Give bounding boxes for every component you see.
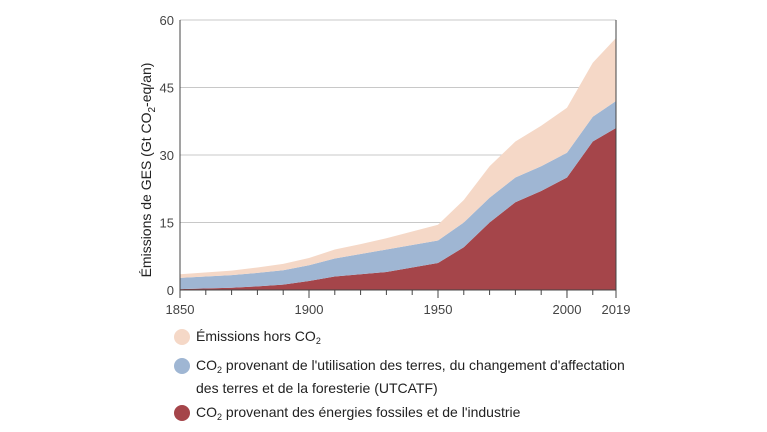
x-tick-label: 1850 (166, 302, 195, 317)
area-fossil (180, 128, 616, 290)
legend-label: CO2 provenant de l'utilisation des terre… (196, 357, 625, 396)
x-tick-label: 2019 (602, 302, 631, 317)
y-tick-label: 30 (160, 148, 174, 163)
y-tick-label: 0 (167, 283, 174, 298)
area-lulucf (180, 101, 616, 290)
x-tick-labels: 1850 1900 1950 2000 2019 (166, 302, 631, 317)
legend-swatch (174, 358, 190, 374)
y-tick-label: 45 (160, 81, 174, 96)
y-axis-label: Émissions de GES (Gt CO2-eq/an) (138, 63, 158, 278)
y-tick-label: 60 (160, 13, 174, 28)
legend: Émissions hors CO2 CO2 provenant de l'uti… (174, 327, 644, 432)
legend-item-fossil: CO2 provenant des énergies fossiles et d… (174, 403, 644, 426)
x-tick-label: 2000 (553, 302, 582, 317)
axes (179, 20, 617, 298)
y-tick-label: 15 (160, 216, 174, 231)
legend-swatch (174, 329, 190, 345)
stacked-areas (180, 38, 616, 290)
legend-label: CO2 provenant des énergies fossiles et d… (196, 404, 521, 422)
y-axis-label-part2: -eq/an) (138, 63, 154, 107)
x-tick-label: 1950 (424, 302, 453, 317)
y-axis-label-subscript: 2 (147, 106, 158, 112)
legend-swatch (174, 405, 190, 421)
legend-label: Émissions hors CO2 (196, 328, 321, 346)
area-nonco2 (180, 38, 616, 278)
legend-item-lulucf: CO2 provenant de l'utilisation des terre… (174, 356, 644, 397)
y-tick-labels: 0 15 30 45 60 (160, 13, 174, 298)
y-axis-label-part1: Émissions de GES (Gt CO (138, 112, 154, 277)
legend-item-nonco2: Émissions hors CO2 (174, 327, 644, 350)
x-tick-label: 1900 (295, 302, 324, 317)
